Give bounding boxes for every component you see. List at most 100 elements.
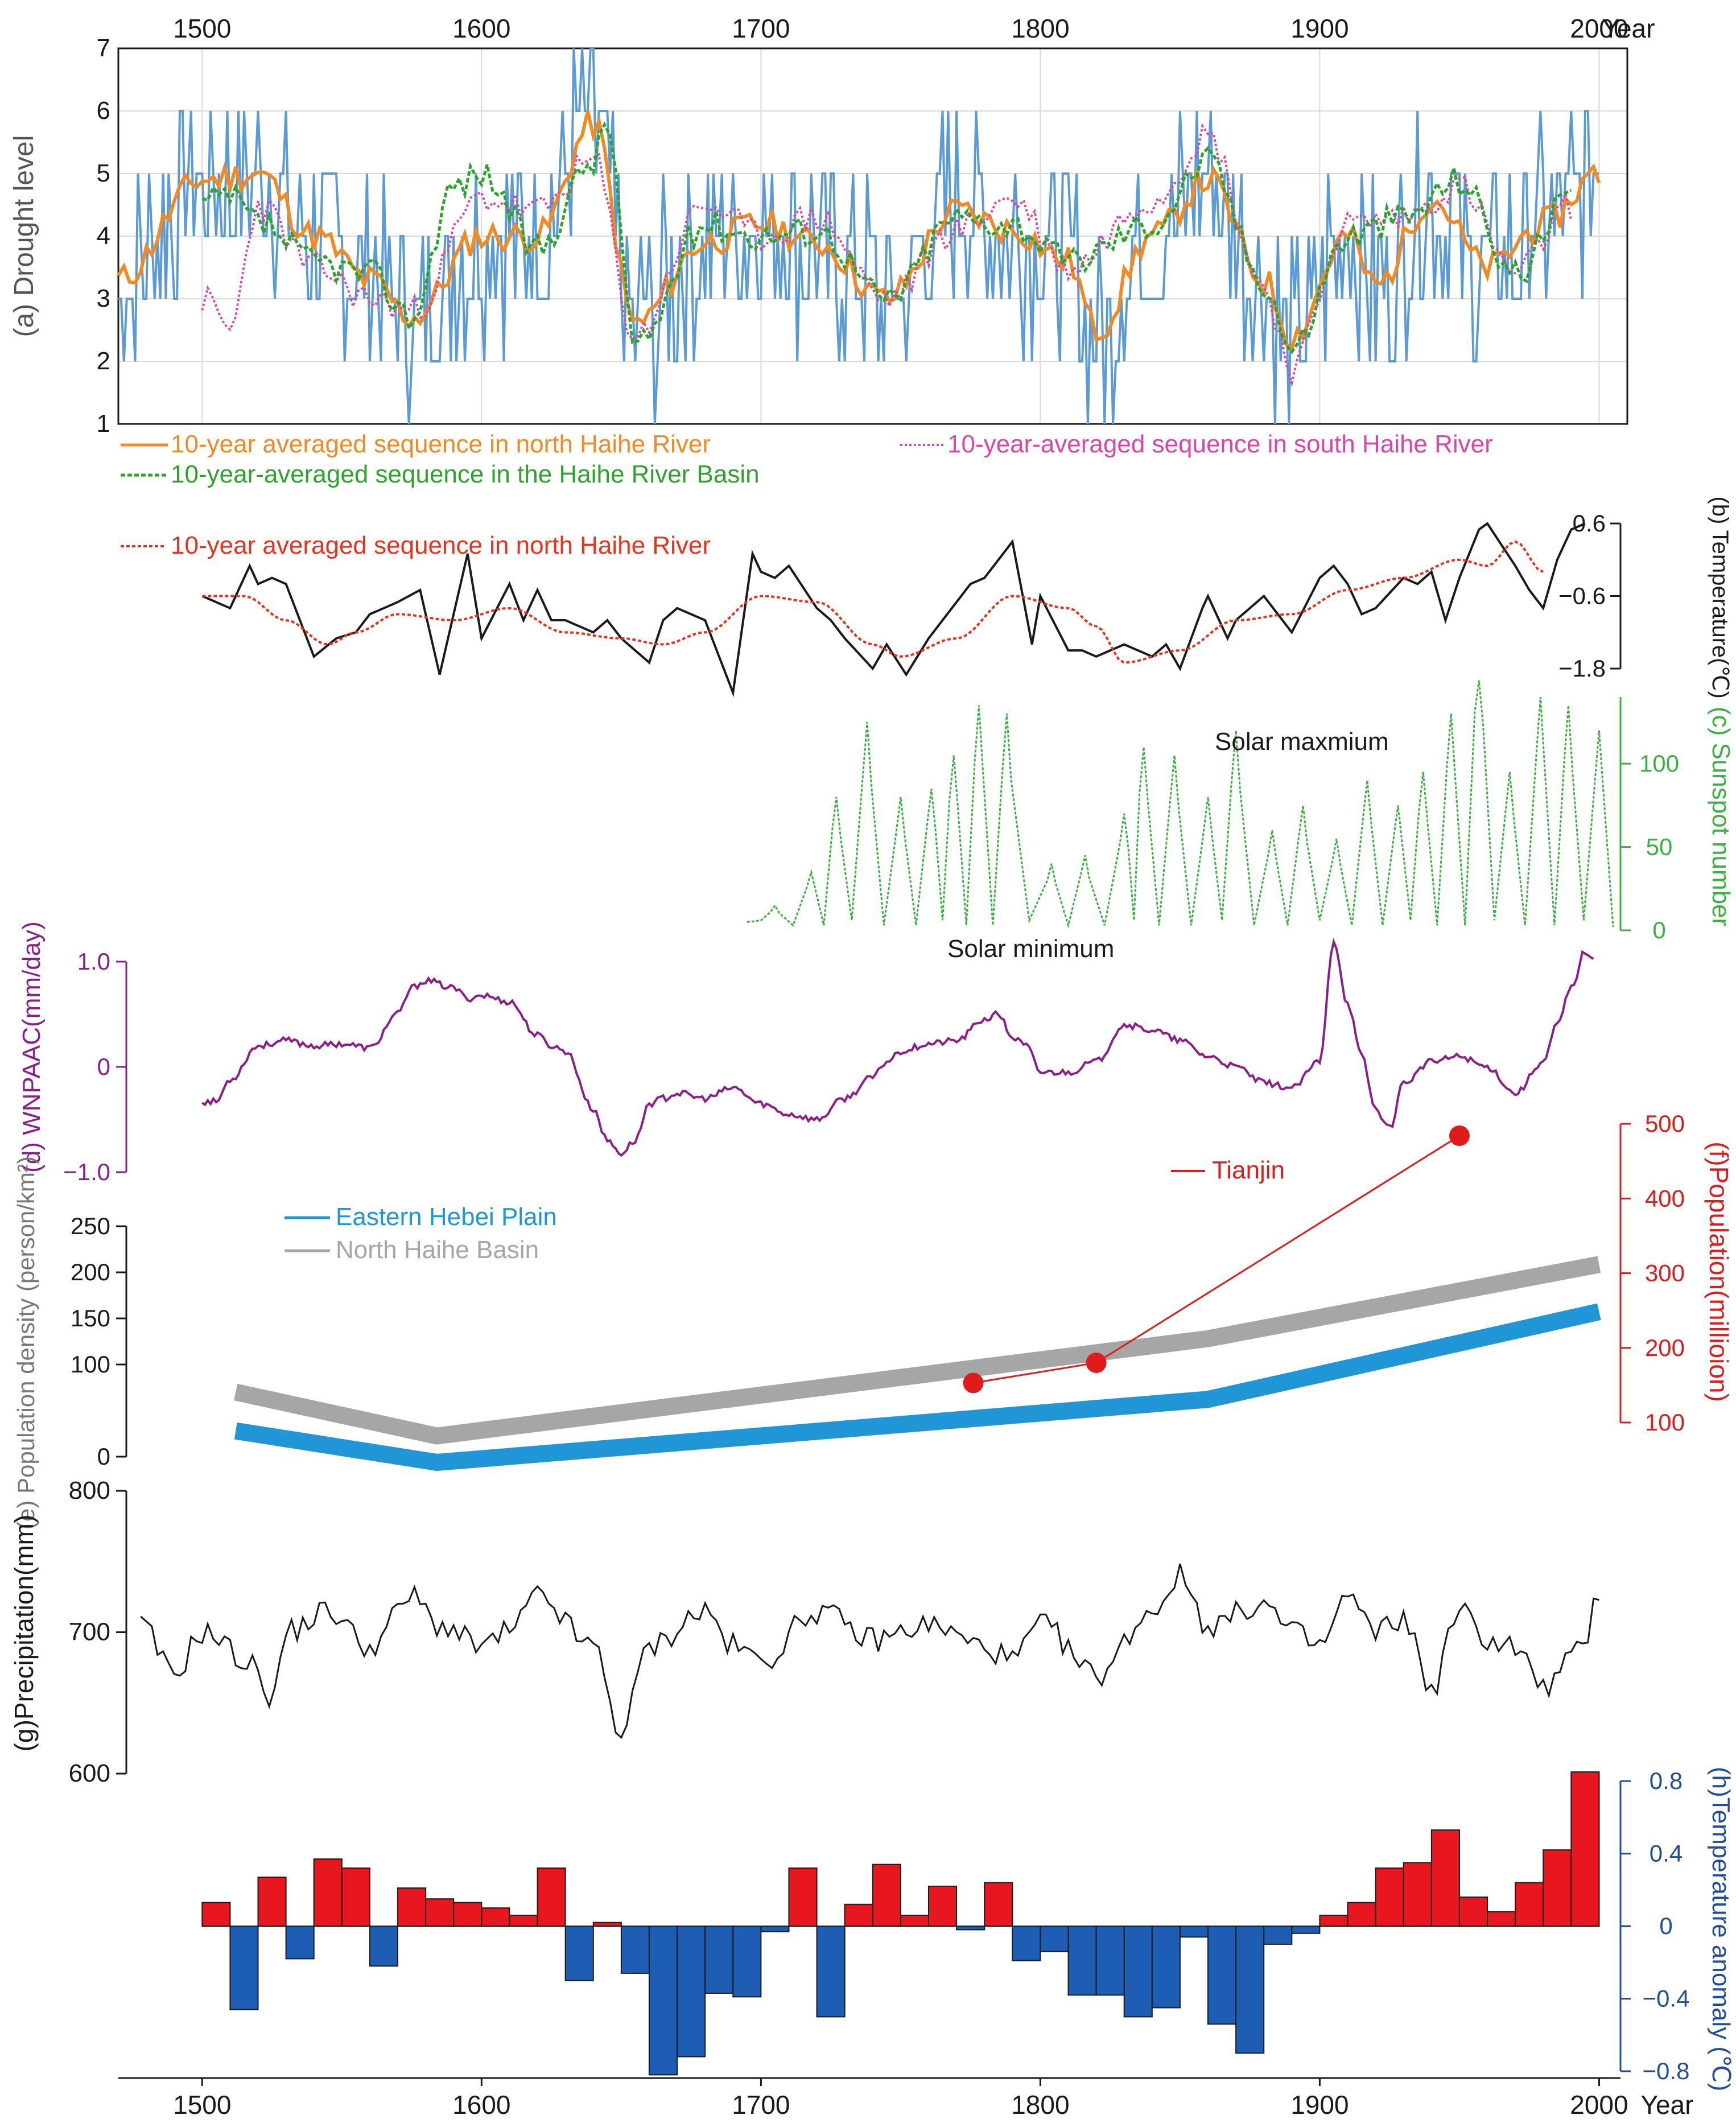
y-axis-label: (f)Population(millioion) <box>1704 1141 1734 1402</box>
y-tick-label: 150 <box>71 1305 110 1331</box>
y-tick-label: −0.6 <box>1558 583 1606 609</box>
temperature-anomaly-bar <box>564 1926 594 1981</box>
y-tick-label: 250 <box>71 1213 110 1239</box>
y-axis-label: (d) WNPAAC(mm/day) <box>18 921 46 1173</box>
temperature-anomaly-bar <box>732 1926 762 1998</box>
temperature-anomaly-bar <box>1095 1926 1125 1996</box>
legend-label-hebei: Eastern Hebei Plain <box>336 1203 557 1231</box>
temperature-anomaly-bar <box>1012 1926 1041 1961</box>
y-tick-label: 0.4 <box>1650 1840 1683 1867</box>
tianjin-population-point <box>1086 1353 1107 1373</box>
bottom-year-tick-label: 1600 <box>452 2090 510 2120</box>
sunspot-series-line <box>747 680 1614 929</box>
temperature-anomaly-bar <box>453 1902 483 1927</box>
y-tick-label: 0.6 <box>1573 510 1606 537</box>
bottom-year-tick-label: 1800 <box>1011 2090 1069 2120</box>
temperature-anomaly-bar <box>201 1902 231 1927</box>
y-tick-label: 7 <box>97 34 110 62</box>
temperature-anomaly-bar <box>1458 1897 1488 1927</box>
panel-e-f: 0 100 150 200 250 (e) Population density (per… <box>13 1110 1734 1530</box>
plot-frame <box>117 47 1628 425</box>
temperature-anomaly-bar <box>481 1907 510 1927</box>
temperature-anomaly-bar <box>1570 1771 1600 1927</box>
temperature-anomaly-bar <box>1067 1926 1097 1996</box>
temperature-anomaly-bar <box>900 1914 929 1927</box>
y-tick-label: 200 <box>71 1259 110 1285</box>
temperature-anomaly-bar <box>1291 1926 1321 1934</box>
legend-label-south: 10-year-averaged sequence in south Haihe… <box>947 430 1493 458</box>
top-year-tick-label: 1900 <box>1290 14 1349 43</box>
temperature-anomaly-bar <box>1543 1849 1572 1927</box>
y-tick-label: 700 <box>69 1618 110 1646</box>
temperature-anomaly-bar <box>592 1922 622 1927</box>
drought-annual-series-line <box>118 47 1599 424</box>
temperature-anomaly-bar <box>956 1926 985 1931</box>
temperature-anomaly-bar <box>1235 1926 1265 2054</box>
temperature-anomaly-bar <box>872 1864 901 1927</box>
annotation-solar-max: Solar maxmium <box>1215 728 1389 756</box>
drought-smoothed-series-line <box>201 123 1573 388</box>
legend-label-north: 10-year averaged sequence in north Haihe… <box>171 430 711 458</box>
panel-d: −1.0 0 1.0 (d) WNPAAC(mm/day) <box>18 921 1594 1185</box>
legend-label-northhaihe: North Haihe Basin <box>336 1236 539 1264</box>
temperature-anomaly-bar <box>704 1926 734 1994</box>
temperature-anomaly-bar <box>313 1858 343 1927</box>
tianjin-population-point <box>1449 1126 1470 1146</box>
y-axis-label: (c) Sunspot number <box>1707 707 1735 926</box>
y-tick-label: 0 <box>1659 1912 1672 1939</box>
panel-g: 600 700 800 (g)Precipitation(mm) <box>9 1477 1599 1787</box>
tianjin-population-point <box>963 1372 984 1394</box>
precipitation-series-line <box>140 1563 1599 1739</box>
density-eastern-hebei-line <box>234 1303 1601 1471</box>
temperature-anomaly-bar <box>1151 1926 1181 2009</box>
temperature-anomaly-bar <box>1430 1829 1460 1927</box>
y-tick-label: 3 <box>97 285 110 312</box>
y-axis-label: (b) Temperature(℃) <box>1708 496 1733 698</box>
bottom-year-tick-label: 1700 <box>732 2090 790 2120</box>
y-tick-label: 1 <box>97 410 110 438</box>
temperature-anomaly-bar <box>677 1926 706 2058</box>
y-axis-label: (g)Precipitation(mm) <box>9 1515 39 1752</box>
temperature-anomaly-bar <box>1375 1868 1404 1927</box>
y-tick-label: −1.8 <box>1558 655 1606 682</box>
y-tick-label: 500 <box>1645 1110 1685 1137</box>
y-tick-label: 0.8 <box>1650 1767 1683 1794</box>
temperature-anomaly-bar <box>397 1887 427 1927</box>
top-year-tick-label: 1700 <box>732 14 790 43</box>
y-tick-label: 800 <box>69 1477 110 1504</box>
y-tick-label: 1.0 <box>77 948 110 975</box>
y-tick-label: 0 <box>1652 917 1665 943</box>
temperature-smoothed-line <box>202 540 1544 664</box>
temperature-anomaly-bar <box>1347 1902 1376 1927</box>
y-tick-label: 6 <box>97 97 110 125</box>
panel-c: 0 50 100 (c) Sunspot number Solar maxmium Sol… <box>747 680 1735 963</box>
density-north-haihe-line <box>234 1256 1601 1445</box>
temperature-series-line <box>201 522 1586 698</box>
y-axis-label: (e) Population density (person/km²) <box>13 1156 39 1530</box>
temperature-anomaly-bar <box>229 1926 259 2010</box>
top-year-tick-label: 1500 <box>173 14 231 43</box>
top-year-unit-label: Year <box>1602 14 1655 43</box>
temperature-anomaly-bar <box>509 1914 538 1927</box>
y-tick-label: 300 <box>1645 1260 1685 1287</box>
y-tick-label: 100 <box>71 1351 110 1378</box>
temperature-anomaly-bar <box>1207 1926 1237 2025</box>
y-axis-label: (h)Temperature anomaly (℃) <box>1707 1767 1735 2091</box>
temperature-anomaly-bar <box>1403 1862 1432 1927</box>
temperature-anomaly-bar <box>1487 1911 1516 1927</box>
bottom-year-unit-label: Year <box>1641 2090 1694 2120</box>
temperature-anomaly-bar <box>1123 1926 1153 2018</box>
y-tick-label: −0.4 <box>1643 1985 1690 2012</box>
y-tick-label: −0.8 <box>1643 2058 1690 2084</box>
y-tick-label: −1.0 <box>63 1159 110 1185</box>
y-tick-label: 4 <box>97 222 110 250</box>
bottom-year-tick-label: 2000 <box>1570 2090 1628 2120</box>
y-tick-label: 0 <box>97 1443 110 1470</box>
panel-h: −0.8 −0.4 0 0.4 0.8 (h)Temperature anomaly (℃… <box>118 1767 1735 2091</box>
temperature-anomaly-bar <box>369 1926 399 1967</box>
drought-smoothed-series-line <box>117 110 1601 352</box>
y-tick-label: 100 <box>1645 1409 1685 1436</box>
temperature-anomaly-bar <box>816 1926 846 2018</box>
temperature-anomaly-bar <box>425 1898 455 1927</box>
